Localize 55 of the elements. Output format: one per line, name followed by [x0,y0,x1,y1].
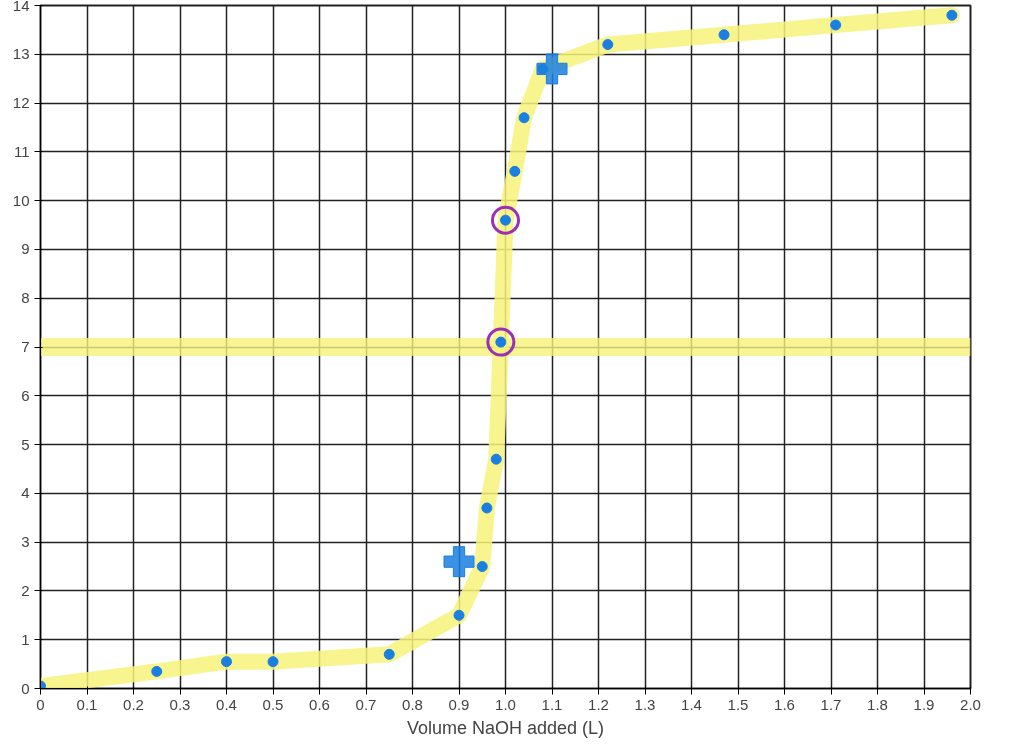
y-tick-label: 14 [12,0,30,14]
point [443,546,475,578]
x-tick-label: 1.9 [913,695,935,713]
x-tick-label: 0.3 [169,695,191,713]
x-tick-label: 0.9 [448,695,470,713]
point [221,656,232,668]
x-tick-label: 0.7 [355,695,377,713]
y-tick-label: 10 [12,191,30,209]
y-tick-label: 5 [21,435,30,453]
point [509,165,521,177]
point [481,502,493,514]
x-tick-label: 1.7 [820,695,842,713]
x-tick-label: 1.6 [774,695,795,713]
y-tick-label: 9 [21,240,30,258]
y-tick-label: 0 [21,679,30,697]
point [267,656,279,668]
x-tick-label: 0.8 [402,695,423,713]
x-tick-label: 1.8 [867,695,888,713]
x-tick-label: 1.0 [495,695,516,713]
y-tick-label: 7 [21,338,30,355]
y-tick-label: 8 [21,289,30,307]
y-tick-label: 13 [12,45,30,63]
y-tick-label: 11 [13,142,30,160]
point [453,609,465,621]
x-tick-label: 1.5 [727,695,749,713]
point [486,327,516,357]
y-tick-label: 12 [12,94,30,112]
point [830,19,842,31]
x-tick-label: 1.1 [541,695,563,713]
x-tick-label: 1.3 [634,695,656,713]
x-tick-label: 0.4 [216,695,237,713]
y-tick-label: 1 [21,630,30,648]
x-tick-label: 0 [36,695,45,713]
y-tick-label: 3 [21,533,30,551]
point [518,112,530,124]
x-tick-label: 0.2 [123,695,144,713]
point [537,63,549,75]
y-tick-label: 4 [21,484,30,502]
x-tick-label: 2.0 [960,695,981,713]
y-tick-label: 6 [21,386,30,404]
point [476,561,488,573]
point [491,205,520,235]
point [602,39,614,51]
x-axis-title: Volume NaOH added (L) [406,717,605,738]
x-tick-label: 1.4 [681,695,702,713]
x-tick-label: 0.5 [262,695,284,713]
point [718,29,730,41]
point [490,453,502,465]
x-tick-label: 0.1 [76,695,98,713]
x-tick-label: 0.6 [309,695,330,713]
point [946,9,958,21]
point [383,648,395,660]
y-tick-label: 2 [21,581,30,599]
point [151,665,163,677]
x-tick-label: 1.2 [588,695,609,713]
